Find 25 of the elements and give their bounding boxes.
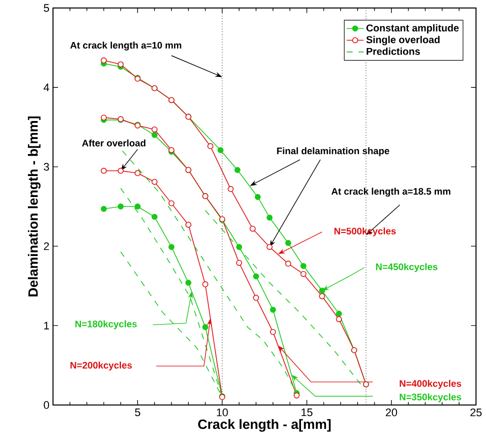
y-axis-title: Delamination length - b[mm] xyxy=(28,116,41,296)
annotation: N=180kcycles xyxy=(75,320,137,330)
legend-label: Predictions xyxy=(366,48,420,55)
y-tick-label: 3 xyxy=(44,162,49,171)
x-tick-label: 20 xyxy=(386,408,398,416)
annotation: Final delamination shape xyxy=(277,147,390,156)
y-tick-label: 4 xyxy=(44,84,50,92)
annotation: N=200kcycles xyxy=(70,362,132,370)
annotation: N=350kcycles xyxy=(400,393,462,402)
y-tick-label: 5 xyxy=(44,4,50,12)
legend-label: Constant amplitude xyxy=(366,24,459,34)
annotation: N=400kcycles xyxy=(400,380,462,389)
annotation: At crack length a=18.5 mm xyxy=(331,188,450,197)
annotation: N=450kcycles xyxy=(376,263,438,272)
legend-label: Single overload xyxy=(366,36,440,46)
y-tick-label: 2 xyxy=(44,242,49,250)
x-axis-title: Crack length - a[mm] xyxy=(198,419,331,432)
y-tick-label: 0 xyxy=(44,401,50,409)
annotation: At crack length a=10 mm xyxy=(70,42,182,51)
x-tick-label: 5 xyxy=(134,408,140,416)
y-tick-label: 1 xyxy=(44,322,49,330)
x-tick-label: 10 xyxy=(216,408,228,416)
annotation: After overload xyxy=(82,139,146,146)
x-tick-label: 25 xyxy=(470,408,482,416)
x-tick-label: 15 xyxy=(302,408,312,416)
